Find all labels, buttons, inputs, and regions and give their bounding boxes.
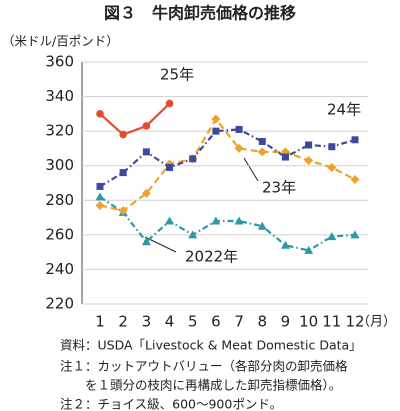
marker (350, 175, 360, 185)
marker (350, 230, 360, 239)
note: 注１：カットアウトバリュー（各部分肉の卸売価格 (60, 359, 348, 374)
x-tick-label: 8 (257, 313, 267, 331)
marker (234, 216, 244, 225)
y-tick-label: 240 (45, 260, 74, 278)
x-tick-label: 7 (234, 313, 244, 331)
marker (351, 136, 359, 144)
marker (142, 122, 151, 130)
marker (235, 125, 243, 133)
x-tick-label: 3 (142, 313, 152, 331)
note: を１頭分の枝肉に再構成した卸売指標価格）。 (60, 378, 341, 393)
marker (211, 114, 221, 124)
y-tick-label: 260 (45, 225, 74, 243)
x-tick-label: 12 (345, 313, 364, 331)
series-label: 25年 (160, 66, 194, 84)
marker (304, 245, 314, 254)
marker (96, 110, 104, 118)
series-line (99, 195, 356, 252)
marker (141, 188, 151, 198)
marker (280, 240, 290, 249)
x-tick-label: 6 (211, 313, 221, 331)
x-tick-label: 10 (299, 313, 318, 331)
y-tick-label: 340 (45, 87, 74, 105)
marker (165, 99, 174, 108)
x-tick-label: 4 (165, 313, 175, 331)
x-tick-label: 9 (281, 313, 291, 331)
marker (212, 127, 220, 135)
marker (257, 147, 267, 157)
y-axis-label: （米ドル/百ポンド） (2, 34, 119, 49)
x-tick-label: 2 (118, 313, 128, 331)
note: 注２：チョイス級、600～900ポンド。 (60, 397, 282, 411)
y-tick-label: 300 (45, 156, 74, 174)
marker (166, 163, 174, 171)
series-label: 24年 (327, 101, 361, 119)
marker (119, 169, 127, 177)
note: 資料：USDA「Livestock & Meat Domestic Data」 (60, 338, 362, 353)
series-line (99, 128, 356, 188)
marker (96, 182, 104, 190)
y-tick-label: 320 (45, 122, 74, 140)
x-axis-label: （月） (357, 315, 396, 330)
marker (95, 192, 105, 201)
series-line (99, 102, 171, 136)
marker (95, 200, 105, 210)
marker (234, 143, 244, 153)
y-tick-label: 220 (45, 295, 74, 313)
marker (188, 230, 198, 239)
marker (142, 148, 150, 156)
leader-line (243, 157, 259, 182)
marker (281, 153, 289, 161)
marker (118, 206, 128, 216)
marker (305, 141, 313, 149)
marker (328, 143, 336, 151)
x-tick-label: 11 (322, 313, 341, 331)
marker (211, 216, 221, 225)
marker (258, 138, 266, 146)
series-line (99, 117, 356, 212)
chart-title: 図３ 牛肉卸売価格の推移 (104, 4, 296, 23)
marker (327, 232, 337, 241)
x-tick-label: 5 (188, 313, 198, 331)
marker (304, 156, 314, 166)
marker (119, 130, 127, 139)
marker (141, 237, 151, 246)
series-label: 2022年 (185, 248, 238, 266)
x-tick-label: 1 (95, 313, 105, 331)
marker (257, 221, 267, 230)
marker (327, 162, 337, 172)
marker (189, 155, 197, 163)
marker (165, 216, 175, 225)
y-tick-label: 280 (45, 191, 74, 209)
y-tick-label: 360 (45, 53, 74, 71)
series-label: 23年 (262, 179, 296, 197)
